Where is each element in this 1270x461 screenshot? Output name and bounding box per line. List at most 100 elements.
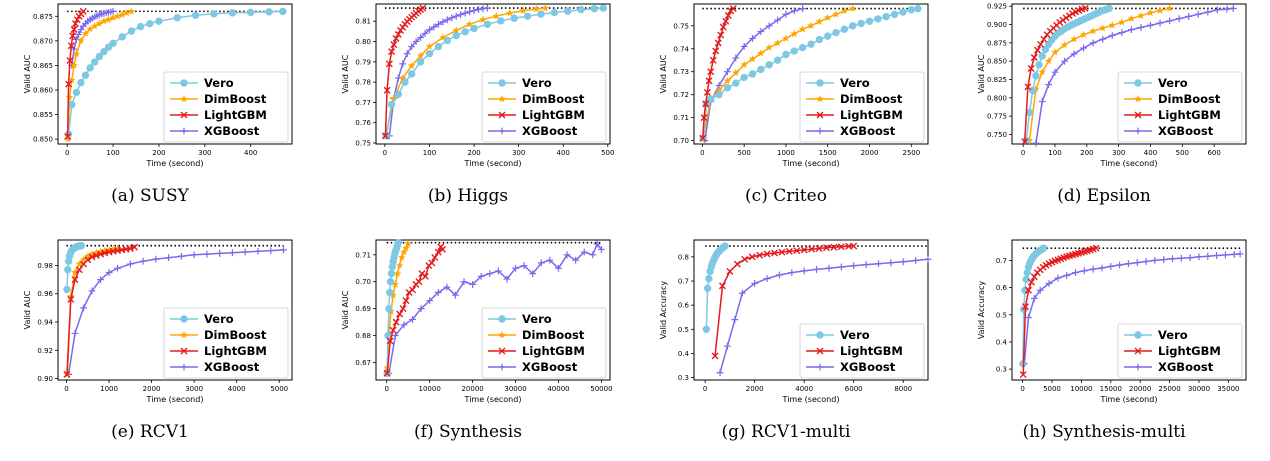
- data-point-dimboost: [1165, 4, 1174, 12]
- data-point-dimboost: [390, 94, 398, 102]
- legend-label-lightgbm: LightGBM: [1158, 344, 1221, 358]
- chart-panel: 0 10000 20000 30000 40000 50000 0.67 0.68 0.69 0.…: [318, 236, 618, 458]
- legend-label-vero: Vero: [522, 312, 552, 326]
- data-point-lightgbm: [705, 77, 713, 85]
- data-point-xgboost: [1142, 258, 1150, 265]
- data-point-xgboost: [139, 257, 147, 265]
- y-axis-label: Valid AUC: [23, 290, 32, 329]
- data-point-xgboost: [1133, 259, 1141, 266]
- data-point-lightgbm: [1033, 46, 1041, 54]
- x-tick-label: 600: [1207, 149, 1220, 157]
- x-tick-label: 0: [64, 385, 68, 393]
- legend-box: [481, 71, 607, 143]
- data-point-vero: [64, 265, 72, 274]
- data-point-xgboost: [598, 246, 605, 253]
- legend-label-lightgbm: LightGBM: [840, 108, 903, 122]
- x-tick-label: 500: [737, 149, 750, 157]
- series-xgboost: [1020, 250, 1244, 368]
- legend-label-xgboost: XGBoost: [1158, 124, 1214, 138]
- data-point-xgboost: [1151, 256, 1159, 264]
- data-point-lightgbm: [711, 352, 719, 360]
- legend-label-lightgbm: LightGBM: [522, 344, 585, 358]
- data-point-xgboost: [430, 23, 438, 31]
- x-tick-label: 1000: [100, 385, 118, 393]
- x-tick-label: 500: [601, 149, 614, 157]
- y-tick-label: 0.79: [355, 58, 371, 66]
- data-point-xgboost: [466, 8, 473, 16]
- data-point-lightgbm: [714, 39, 722, 47]
- legend-marker-vero: [180, 315, 188, 323]
- legend-label-dimboost: DimBoost: [1158, 92, 1221, 106]
- data-point-xgboost: [1147, 21, 1154, 29]
- data-point-dimboost: [1098, 24, 1107, 32]
- legend-label-dimboost: DimBoost: [840, 92, 903, 106]
- data-point-lightgbm: [65, 80, 73, 88]
- data-point-vero: [118, 33, 126, 41]
- data-point-xgboost: [452, 12, 460, 20]
- data-point-xgboost: [399, 60, 407, 68]
- y-tick-label: 0.4: [996, 338, 1008, 346]
- data-point-vero: [81, 71, 90, 79]
- data-point-lightgbm: [717, 31, 725, 39]
- data-point-xgboost: [732, 54, 740, 62]
- data-point-dimboost: [64, 135, 72, 143]
- data-point-dimboost: [773, 39, 782, 47]
- data-point-vero: [899, 8, 907, 16]
- legend-marker-lightgbm: [498, 347, 506, 355]
- x-tick-label: 300: [198, 149, 211, 157]
- legend-label-lightgbm: LightGBM: [840, 344, 903, 358]
- y-tick-label: 0.6: [996, 284, 1008, 292]
- data-point-lightgbm: [383, 86, 391, 94]
- data-point-xgboost: [1089, 39, 1097, 47]
- data-point-dimboost: [1089, 27, 1097, 35]
- data-point-lightgbm: [92, 252, 100, 260]
- data-point-xgboost: [403, 50, 411, 58]
- data-point-lightgbm: [763, 250, 771, 258]
- y-tick-label: 0.855: [33, 111, 53, 119]
- data-point-lightgbm: [383, 369, 391, 377]
- x-axis-label: Time (second): [146, 395, 204, 404]
- series-lightgbm: [64, 7, 87, 141]
- data-point-xgboost: [763, 275, 771, 283]
- data-point-xgboost: [1223, 5, 1231, 13]
- y-tick-label: 0.850: [987, 58, 1007, 66]
- x-tick-label: 0: [384, 385, 388, 393]
- data-point-xgboost: [75, 31, 83, 38]
- y-axis-label: Valid AUC: [23, 54, 32, 93]
- data-point-lightgbm: [67, 295, 75, 303]
- data-point-lightgbm: [707, 68, 715, 76]
- data-point-xgboost: [439, 18, 447, 26]
- legend-label-dimboost: DimBoost: [522, 92, 585, 106]
- y-tick-label: 0.775: [987, 113, 1007, 121]
- data-point-dimboost: [109, 245, 118, 253]
- x-tick-label: 8000: [894, 385, 912, 393]
- data-point-dimboost: [407, 61, 416, 70]
- data-point-vero: [401, 78, 409, 86]
- legend-label-vero: Vero: [840, 76, 870, 90]
- x-tick-label: 200: [152, 149, 165, 157]
- series-vero: [699, 4, 922, 142]
- x-axis-label: Time (second): [1100, 395, 1158, 404]
- data-point-dimboost: [398, 253, 406, 261]
- data-point-xgboost: [1175, 15, 1183, 23]
- data-point-xgboost: [912, 257, 920, 264]
- data-point-xgboost: [800, 267, 808, 275]
- y-tick-label: 0.92: [37, 347, 53, 355]
- data-point-dimboost: [81, 29, 90, 37]
- data-point-vero: [815, 35, 824, 44]
- data-point-vero: [510, 14, 518, 22]
- chart-panel: 0 100 200 300 400 500 600 0.750 0.775 0.800 0.825 0…: [954, 0, 1254, 222]
- legend-label-xgboost: XGBoost: [522, 124, 578, 138]
- data-point-dimboost: [439, 33, 447, 41]
- data-point-xgboost: [1061, 57, 1068, 65]
- data-point-lightgbm: [421, 272, 429, 280]
- series-xgboost: [68, 7, 117, 69]
- y-tick-label: 0.68: [355, 332, 371, 340]
- data-point-lightgbm: [1019, 371, 1027, 379]
- data-point-lightgbm: [419, 4, 427, 12]
- data-point-xgboost: [1186, 254, 1194, 262]
- data-point-xgboost: [1045, 280, 1053, 287]
- y-tick-label: 0.75: [673, 22, 689, 30]
- data-point-lightgbm: [1022, 303, 1030, 311]
